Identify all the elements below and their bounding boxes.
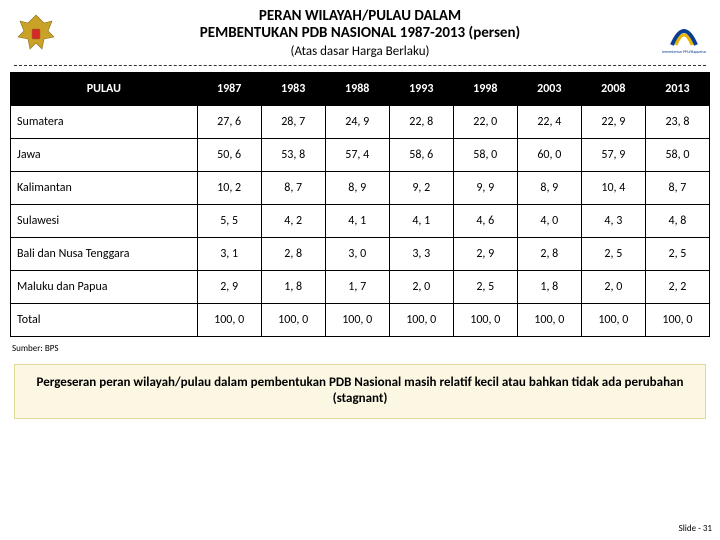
table-row: Sulawesi5, 54, 24, 14, 14, 64, 04, 34, 8 [11,204,710,237]
cell-value: 58, 6 [389,138,453,171]
svg-text:Kementerian PPN/Bappenas: Kementerian PPN/Bappenas [662,50,706,55]
cell-value: 4, 2 [261,204,325,237]
cell-value: 60, 0 [517,138,581,171]
cell-value: 4, 1 [325,204,389,237]
source-note: Sumber: BPS [12,343,720,354]
cell-value: 8, 9 [517,171,581,204]
cell-value: 10, 4 [581,171,645,204]
cell-value: 2, 0 [581,270,645,303]
col-header-year: 1988 [325,72,389,105]
cell-value: 100, 0 [453,303,517,336]
cell-value: 22, 0 [453,105,517,138]
col-header-year: 1987 [197,72,261,105]
col-header-pulau: PULAU [11,72,198,105]
cell-value: 57, 4 [325,138,389,171]
cell-value: 28, 7 [261,105,325,138]
cell-value: 2, 9 [197,270,261,303]
cell-value: 58, 0 [453,138,517,171]
row-label: Sumatera [11,105,198,138]
table-row: Kalimantan10, 28, 78, 99, 29, 98, 910, 4… [11,171,710,204]
cell-value: 53, 8 [261,138,325,171]
col-header-year: 1998 [453,72,517,105]
pdb-table: PULAU19871983198819931998200320082013 Su… [10,72,710,337]
subtitle: (Atas dasar Harga Berlaku) [64,44,656,59]
cell-value: 100, 0 [325,303,389,336]
cell-value: 4, 1 [389,204,453,237]
cell-value: 2, 5 [581,237,645,270]
row-label: Jawa [11,138,198,171]
cell-value: 1, 8 [261,270,325,303]
bappenas-logo-icon: Kementerian PPN/Bappenas [662,11,706,55]
callout-box: Pergeseran peran wilayah/pulau dalam pem… [14,364,706,420]
table-row: Jawa50, 653, 857, 458, 658, 060, 057, 95… [11,138,710,171]
col-header-year: 1993 [389,72,453,105]
cell-value: 5, 5 [197,204,261,237]
cell-value: 22, 8 [389,105,453,138]
row-label: Kalimantan [11,171,198,204]
title-line-1: PERAN WILAYAH/PULAU DALAM [64,8,656,25]
cell-value: 100, 0 [581,303,645,336]
cell-value: 1, 8 [517,270,581,303]
cell-value: 24, 9 [325,105,389,138]
cell-value: 100, 0 [389,303,453,336]
cell-value: 8, 7 [261,171,325,204]
table-body: Sumatera27, 628, 724, 922, 822, 022, 422… [11,105,710,336]
cell-value: 2, 5 [453,270,517,303]
cell-value: 2, 5 [645,237,709,270]
cell-value: 4, 3 [581,204,645,237]
cell-value: 9, 9 [453,171,517,204]
row-label: Maluku dan Papua [11,270,198,303]
cell-value: 4, 8 [645,204,709,237]
cell-value: 100, 0 [645,303,709,336]
divider [14,65,706,66]
cell-value: 2, 2 [645,270,709,303]
row-label: Bali dan Nusa Tenggara [11,237,198,270]
cell-value: 3, 1 [197,237,261,270]
col-header-year: 2013 [645,72,709,105]
col-header-year: 2003 [517,72,581,105]
cell-value: 100, 0 [517,303,581,336]
cell-value: 3, 3 [389,237,453,270]
cell-value: 4, 6 [453,204,517,237]
slide-number: Slide - 31 [679,523,712,534]
cell-value: 27, 6 [197,105,261,138]
cell-value: 2, 8 [517,237,581,270]
cell-value: 22, 4 [517,105,581,138]
cell-value: 23, 8 [645,105,709,138]
cell-value: 100, 0 [197,303,261,336]
slide-header: PERAN WILAYAH/PULAU DALAM PEMBENTUKAN PD… [0,0,720,61]
cell-value: 9, 2 [389,171,453,204]
row-label: Total [11,303,198,336]
garuda-emblem-icon [14,11,58,55]
cell-value: 58, 0 [645,138,709,171]
cell-value: 3, 0 [325,237,389,270]
cell-value: 8, 9 [325,171,389,204]
table-header: PULAU19871983198819931998200320082013 [11,72,710,105]
cell-value: 2, 8 [261,237,325,270]
table-row: Maluku dan Papua2, 91, 81, 72, 02, 51, 8… [11,270,710,303]
row-label: Sulawesi [11,204,198,237]
table-row: Total100, 0100, 0100, 0100, 0100, 0100, … [11,303,710,336]
cell-value: 4, 0 [517,204,581,237]
cell-value: 57, 9 [581,138,645,171]
cell-value: 100, 0 [261,303,325,336]
col-header-year: 2008 [581,72,645,105]
title-line-2: PEMBENTUKAN PDB NASIONAL 1987-2013 (pers… [64,25,656,42]
cell-value: 2, 9 [453,237,517,270]
cell-value: 2, 0 [389,270,453,303]
col-header-year: 1983 [261,72,325,105]
cell-value: 8, 7 [645,171,709,204]
cell-value: 50, 6 [197,138,261,171]
table-row: Bali dan Nusa Tenggara3, 12, 83, 03, 32,… [11,237,710,270]
title-block: PERAN WILAYAH/PULAU DALAM PEMBENTUKAN PD… [58,8,662,59]
cell-value: 1, 7 [325,270,389,303]
cell-value: 10, 2 [197,171,261,204]
table-row: Sumatera27, 628, 724, 922, 822, 022, 422… [11,105,710,138]
cell-value: 22, 9 [581,105,645,138]
